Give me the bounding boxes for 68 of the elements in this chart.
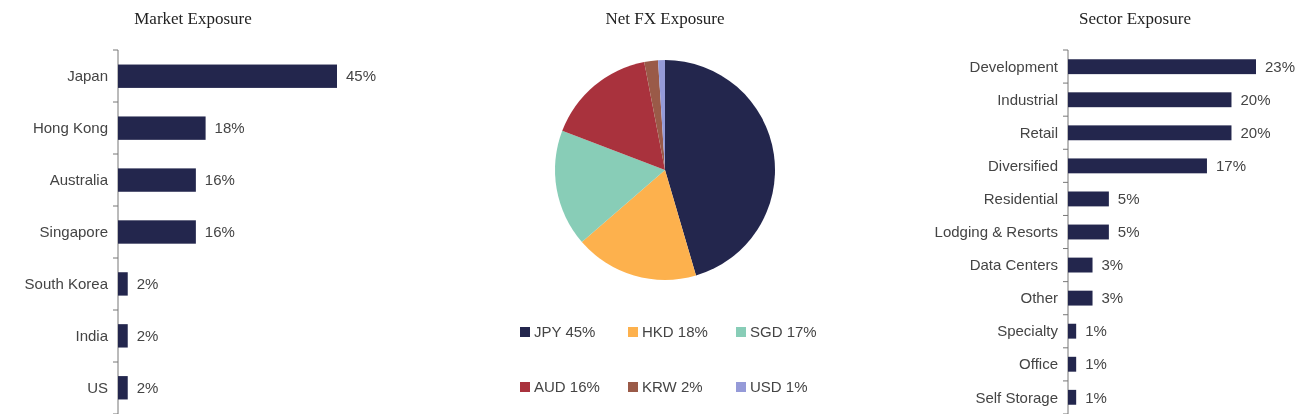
data-label: 2% <box>136 275 159 293</box>
y-tick-label: Development <box>969 57 1059 75</box>
bar <box>1068 191 1109 207</box>
data-label: 3% <box>1101 289 1124 307</box>
legend-label: HKD 18% <box>642 323 708 341</box>
data-label: 45% <box>346 67 377 85</box>
y-tick-label: Lodging & Resorts <box>934 223 1058 241</box>
data-label: 1% <box>1085 322 1107 340</box>
legend-label: KRW 2% <box>642 378 703 396</box>
bar <box>1068 224 1109 240</box>
bar <box>118 324 128 348</box>
chart-title: Net FX Exposure <box>605 9 725 28</box>
bar <box>1068 92 1232 108</box>
bar <box>1068 323 1077 339</box>
bar <box>1068 59 1256 75</box>
pie-slice <box>665 60 775 276</box>
legend-label: JPY 45% <box>534 323 596 341</box>
chart-title: Sector Exposure <box>1079 9 1191 28</box>
y-tick-label: Australia <box>49 171 109 189</box>
y-tick-label: Self Storage <box>975 388 1058 406</box>
y-tick-label: Retail <box>1019 124 1058 142</box>
y-tick-label: Residential <box>983 190 1058 208</box>
y-tick-label: US <box>87 379 108 397</box>
data-label: 20% <box>1240 91 1271 109</box>
data-label: 5% <box>1117 190 1140 208</box>
y-tick-label: Office <box>1019 355 1058 373</box>
bar <box>1068 125 1232 141</box>
bar <box>118 376 128 400</box>
data-label: 1% <box>1085 388 1107 406</box>
bar <box>1068 389 1077 405</box>
pie-slice <box>644 60 665 170</box>
data-label: 2% <box>136 327 159 345</box>
legend-label: USD 1% <box>750 378 808 396</box>
bar <box>1068 356 1077 372</box>
bar <box>118 116 206 140</box>
y-tick-label: Diversified <box>987 157 1058 175</box>
bar <box>118 272 128 296</box>
bar <box>1068 290 1093 306</box>
data-label: 5% <box>1117 223 1140 241</box>
y-tick-label: Japan <box>67 67 108 85</box>
legend-label: SGD 17% <box>750 323 817 341</box>
pie-slice <box>555 130 665 243</box>
bar <box>118 168 196 192</box>
data-label: 1% <box>1085 355 1107 373</box>
data-label: 20% <box>1240 124 1271 142</box>
chart-title: Market Exposure <box>134 9 252 28</box>
y-tick-label: Other <box>1020 289 1058 307</box>
data-label: 18% <box>214 119 245 137</box>
y-tick-label: Data Centers <box>969 256 1058 274</box>
data-label: 17% <box>1215 157 1246 175</box>
data-label: 23% <box>1265 57 1296 75</box>
data-label: 2% <box>136 379 159 397</box>
data-label: 3% <box>1101 256 1124 274</box>
y-tick-label: Industrial <box>997 91 1058 109</box>
pie-slice <box>562 61 665 170</box>
y-tick-label: India <box>75 327 109 345</box>
y-tick-label: South Korea <box>24 275 109 293</box>
y-tick-label: Specialty <box>997 322 1059 340</box>
data-label: 16% <box>204 223 235 241</box>
bar <box>118 64 337 88</box>
bar <box>1068 158 1207 174</box>
pie-slice <box>581 170 696 280</box>
bar <box>1068 257 1093 273</box>
legend-label: AUD 16% <box>534 378 600 396</box>
y-tick-label: Hong Kong <box>32 119 108 137</box>
y-tick-label: Singapore <box>39 223 108 241</box>
data-label: 16% <box>204 171 235 189</box>
bar <box>118 220 196 244</box>
